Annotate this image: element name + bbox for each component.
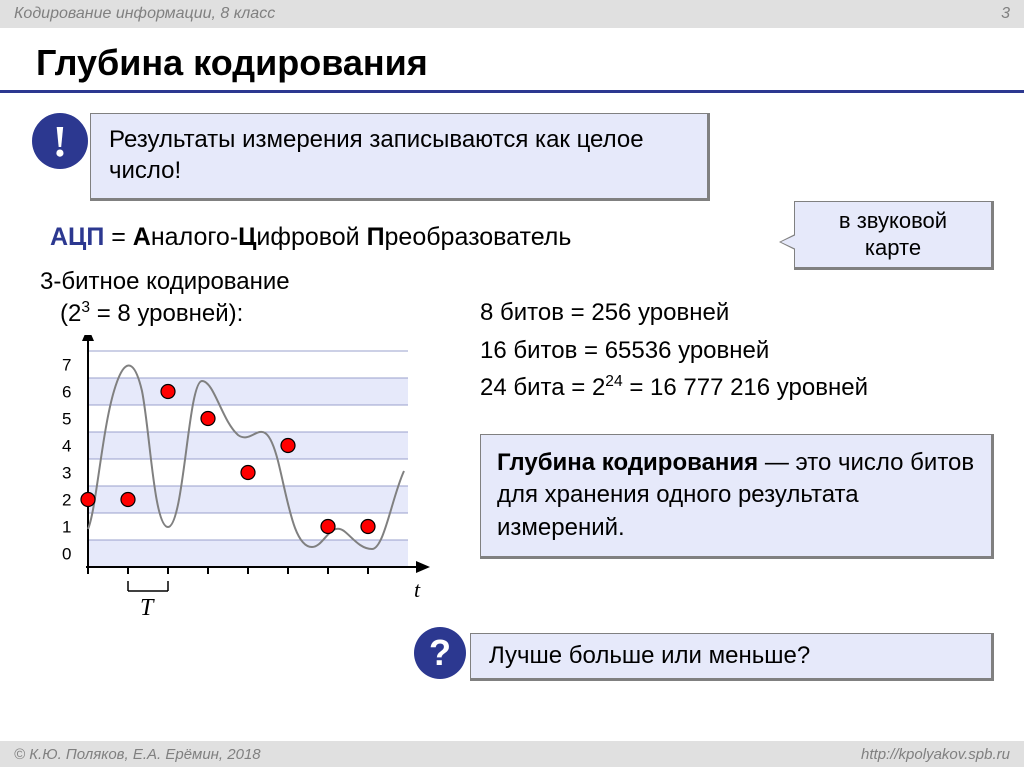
svg-text:6: 6 <box>62 382 71 401</box>
acp-abbr: АЦП <box>50 223 104 251</box>
chart-svg: 0 1 2 3 4 5 6 7 Tt <box>40 335 430 615</box>
bubble-line1: в звуковой <box>839 208 947 233</box>
header-topic: Кодирование информации, 8 класс <box>14 5 275 23</box>
mid-section: 3-битное кодирование (23 = 8 уровней): 0… <box>0 266 1024 614</box>
definition-box: Глубина кодирования — это число битов дл… <box>480 434 994 559</box>
bubble-line2: карте <box>865 235 921 260</box>
svg-text:5: 5 <box>62 409 71 428</box>
slide-header: Кодирование информации, 8 класс 3 <box>0 0 1024 28</box>
svg-text:T: T <box>140 595 155 615</box>
definition-term: Глубина кодирования <box>497 449 758 476</box>
svg-text:0: 0 <box>62 544 71 563</box>
warning-text: Результаты измерения записываются как це… <box>90 113 710 201</box>
svg-text:4: 4 <box>62 436 71 455</box>
bits-16: 16 битов = 65536 уровней <box>480 332 994 369</box>
svg-text:7: 7 <box>62 355 71 374</box>
right-column: 8 битов = 256 уровней 16 битов = 65536 у… <box>480 266 994 614</box>
slide-footer: © К.Ю. Поляков, Е.А. Ерёмин, 2018 http:/… <box>0 741 1024 767</box>
page-number: 3 <box>1001 5 1010 23</box>
exclamation-icon: ! <box>32 113 88 169</box>
question-icon: ? <box>414 627 466 679</box>
warning-callout: ! Результаты измерения записываются как … <box>90 113 710 201</box>
chart-column: 3-битное кодирование (23 = 8 уровней): 0… <box>40 266 450 614</box>
quantization-chart: 0 1 2 3 4 5 6 7 Tt <box>40 335 430 615</box>
bits-24: 24 бита = 224 = 16 777 216 уровней <box>480 369 994 406</box>
slide-title: Глубина кодирования <box>0 28 1024 93</box>
acp-definition-row: АЦП = Аналого-Цифровой Преобразователь в… <box>0 223 1024 252</box>
svg-text:2: 2 <box>62 490 71 509</box>
footer-copyright: © К.Ю. Поляков, Е.А. Ерёмин, 2018 <box>14 746 261 763</box>
svg-text:t: t <box>414 577 421 602</box>
sound-card-bubble: в звуковой карте <box>794 201 994 270</box>
question-row: ? Лучше больше или меньше? <box>470 633 994 681</box>
svg-text:3: 3 <box>62 463 71 482</box>
bits-8: 8 битов = 256 уровней <box>480 294 994 331</box>
question-text: Лучше больше или меньше? <box>470 633 994 681</box>
footer-url: http://kpolyakov.spb.ru <box>861 746 1010 763</box>
chart-title: 3-битное кодирование (23 = 8 уровней): <box>40 266 450 328</box>
acp-text: АЦП = Аналого-Цифровой Преобразователь <box>50 223 571 252</box>
svg-text:1: 1 <box>62 517 71 536</box>
